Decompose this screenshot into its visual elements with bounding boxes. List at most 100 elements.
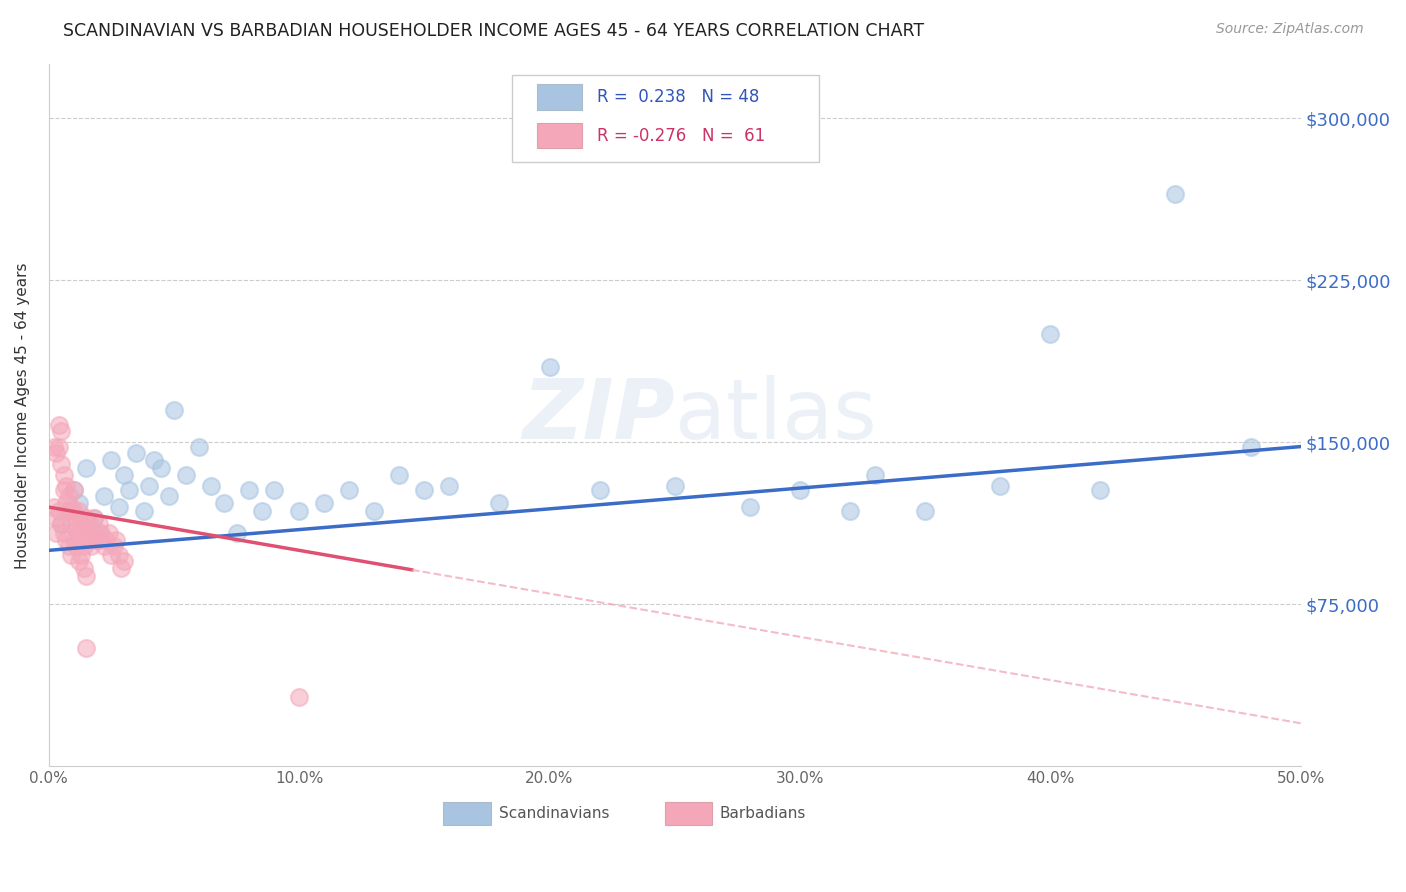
Point [664,478,686,492]
Point [132,504,155,518]
Bar [537,123,582,148]
Bar [443,802,491,825]
Point [55,478,77,492]
Point [45,526,67,541]
Point [70,517,93,532]
Point [55,533,77,547]
Point [314,496,336,510]
Point [51,457,73,471]
Point [87,533,110,547]
Point [60,500,83,515]
Point [67,496,90,510]
Text: Barbadians: Barbadians [720,806,806,821]
Point [52,483,75,497]
Point [988,478,1011,492]
Point [157,489,180,503]
Point [100,548,122,562]
Point [87,517,110,532]
Text: SCANDINAVIAN VS BARBADIAN HOUSEHOLDER INCOME AGES 45 - 64 YEARS CORRELATION CHAR: SCANDINAVIAN VS BARBADIAN HOUSEHOLDER IN… [63,22,924,40]
Point [83,511,105,525]
Point [150,461,173,475]
Point [77,533,100,547]
Point [238,483,260,497]
Point [58,504,80,518]
Point [70,548,93,562]
Point [1239,440,1261,454]
Point [110,560,132,574]
Point [58,539,80,553]
Point [225,526,247,541]
Point [62,504,84,518]
Point [1164,186,1187,201]
Point [87,526,110,541]
Point [388,467,411,482]
Point [51,517,73,532]
Point [80,539,103,553]
Point [62,483,84,497]
Point [48,504,70,518]
Point [108,548,131,562]
Point [83,526,105,541]
Point [914,504,936,518]
Point [738,500,761,515]
Point [75,526,97,541]
Point [65,511,87,525]
Point [42,440,65,454]
Point [52,467,75,482]
Point [86,533,108,547]
Point [108,500,131,515]
Point [45,446,67,460]
Point [588,483,610,497]
Point [138,478,160,492]
Point [142,452,165,467]
Bar [665,802,713,825]
Point [60,548,83,562]
Point [163,402,186,417]
Point [58,489,80,503]
Point [73,522,96,536]
Point [75,511,97,525]
Point [538,359,561,374]
Point [65,522,87,536]
Point [789,483,811,497]
Point [125,446,148,460]
Point [263,483,285,497]
Point [77,517,100,532]
FancyBboxPatch shape [512,75,818,162]
Point [51,425,73,439]
Point [83,511,105,525]
Point [75,461,97,475]
Point [1090,483,1112,497]
Point [488,496,510,510]
Point [52,526,75,541]
Point [103,539,125,553]
Point [62,483,84,497]
Point [58,504,80,518]
Text: Source: ZipAtlas.com: Source: ZipAtlas.com [1216,22,1364,37]
Point [200,478,222,492]
Point [90,526,112,541]
Point [96,533,118,547]
Point [65,539,87,553]
Text: R =  0.238   N = 48: R = 0.238 N = 48 [598,88,759,106]
Point [100,452,122,467]
Point [67,554,90,568]
Point [75,640,97,655]
Point [288,690,311,705]
Point [42,500,65,515]
Point [48,417,70,432]
Text: R = -0.276   N =  61: R = -0.276 N = 61 [598,127,765,145]
Point [112,554,135,568]
Point [250,504,273,518]
Point [413,483,436,497]
Point [439,478,461,492]
Point [863,467,886,482]
Point [337,483,360,497]
Point [75,569,97,583]
Point [105,533,128,547]
Point [73,560,96,574]
Point [55,496,77,510]
Y-axis label: Householder Income Ages 45 - 64 years: Householder Income Ages 45 - 64 years [15,262,30,568]
Bar [537,85,582,110]
Point [97,526,120,541]
